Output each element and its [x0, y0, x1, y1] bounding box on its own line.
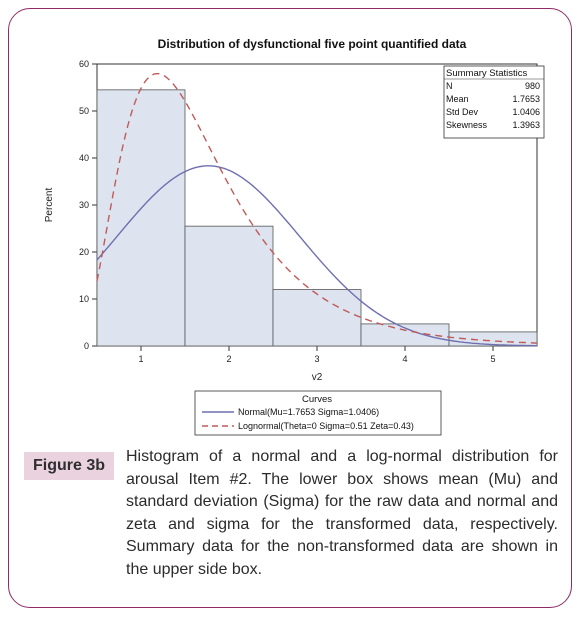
summary-title: Summary Statistics — [446, 68, 528, 79]
summary-value-n: 980 — [525, 81, 540, 91]
summary-value-mean: 1.7653 — [512, 94, 540, 104]
y-axis-label: Percent — [44, 188, 55, 223]
y-tick-label: 50 — [79, 106, 89, 116]
x-tick-label: 5 — [490, 354, 495, 364]
figure-label: Figure 3b — [24, 452, 114, 480]
summary-value-skewness: 1.3963 — [512, 120, 540, 130]
summary-statistics-box: Summary Statistics N 980 Mean 1.7653 Std… — [443, 65, 545, 139]
x-axis: 1 2 3 4 5 — [138, 346, 496, 364]
chart-title: Distribution of dysfunctional five point… — [158, 37, 467, 51]
x-tick-label: 1 — [138, 354, 143, 364]
y-tick-label: 40 — [79, 153, 89, 163]
y-tick-label: 20 — [79, 247, 89, 257]
caption-text: Histogram of a normal and a log-normal d… — [126, 448, 558, 578]
summary-label-n: N — [446, 81, 453, 91]
histogram-bar — [272, 289, 362, 347]
histogram-bars — [96, 89, 538, 347]
summary-label-stddev: Std Dev — [446, 107, 479, 117]
legend-title: Curves — [302, 394, 332, 405]
histogram-bar — [96, 89, 186, 347]
y-tick-label: 30 — [79, 200, 89, 210]
x-tick-label: 2 — [226, 354, 231, 364]
x-tick-label: 4 — [402, 354, 407, 364]
histogram-bar — [184, 225, 274, 347]
chart-panel: Distribution of dysfunctional five point… — [22, 22, 562, 442]
y-tick-label: 0 — [84, 341, 89, 351]
summary-label-skewness: Skewness — [446, 120, 488, 130]
summary-value-stddev: 1.0406 — [512, 107, 540, 117]
legend-label-normal: Normal(Mu=1.7653 Sigma=1.0406) — [238, 407, 379, 417]
x-tick-label: 3 — [314, 354, 319, 364]
normal-curve — [96, 165, 537, 347]
curves-legend: Curves Normal(Mu=1.7653 Sigma=1.0406) Lo… — [194, 390, 442, 436]
summary-label-mean: Mean — [446, 94, 469, 104]
fitted-curves — [96, 73, 538, 347]
y-tick-label: 10 — [79, 294, 89, 304]
legend-label-lognormal: Lognormal(Theta=0 Sigma=0.51 Zeta=0.43) — [238, 421, 414, 431]
y-tick-label: 60 — [79, 59, 89, 69]
y-axis: 0 10 20 30 40 50 60 — [79, 59, 97, 351]
x-axis-label: v2 — [312, 372, 323, 383]
histogram-chart: Distribution of dysfunctional five point… — [44, 37, 545, 436]
figure-caption: Figure 3b Histogram of a normal and a lo… — [22, 446, 562, 596]
lognormal-curve — [96, 73, 538, 344]
